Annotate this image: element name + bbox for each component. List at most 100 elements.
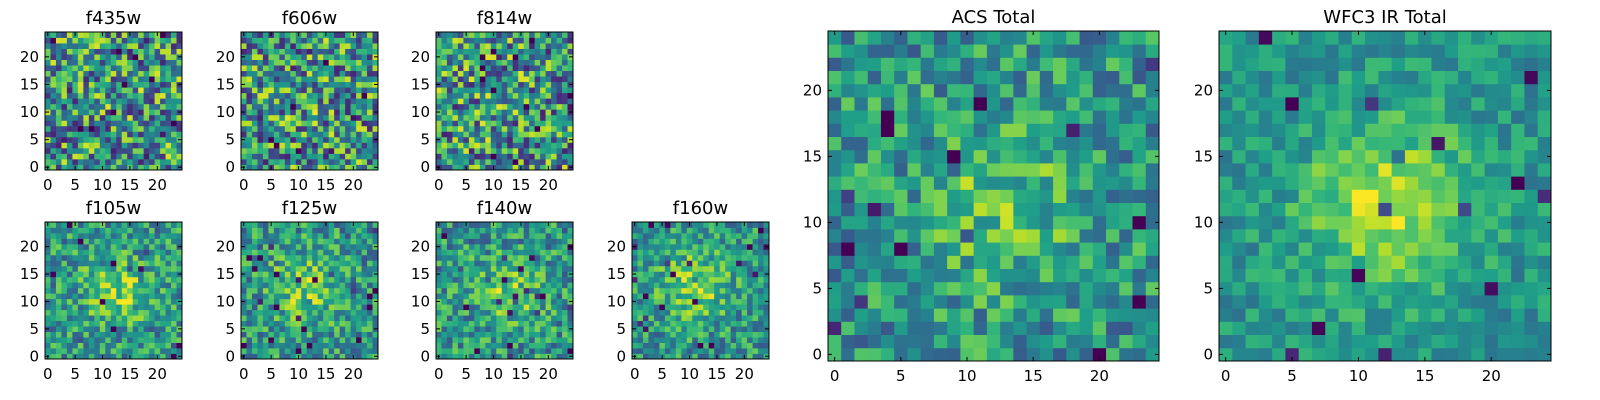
heatmap-cell: [88, 114, 95, 121]
heatmap-cell: [457, 249, 464, 256]
heatmap-cell: [659, 304, 666, 311]
heatmap-cell: [540, 249, 546, 256]
heatmap-cell: [268, 65, 275, 72]
heatmap-cell: [1106, 189, 1120, 203]
heatmap-cell: [648, 243, 655, 250]
heatmap-cell: [1145, 215, 1160, 230]
heatmap-cell: [160, 282, 166, 289]
heatmap-cell: [747, 337, 753, 343]
heatmap-cell: [143, 342, 150, 349]
heatmap-cell: [279, 59, 286, 66]
heatmap-cell: [534, 114, 541, 121]
heatmap-cell: [110, 337, 117, 343]
heatmap-cell: [703, 298, 710, 305]
heatmap-cell: [323, 304, 330, 311]
heatmap-cell: [268, 293, 275, 300]
heatmap-cell: [165, 48, 172, 55]
heatmap-cell: [132, 98, 139, 105]
heatmap-cell: [110, 342, 117, 349]
heatmap-cell: [485, 43, 492, 49]
heatmap-cell: [246, 120, 253, 127]
heatmap-cell: [730, 265, 737, 272]
heatmap-cell: [457, 125, 464, 132]
heatmap-cell: [637, 342, 644, 349]
heatmap-cell: [295, 243, 302, 250]
heatmap-cell: [523, 227, 530, 234]
heatmap-cell: [479, 331, 486, 338]
heatmap-cell: [176, 43, 183, 49]
heatmap-cell: [279, 348, 286, 354]
heatmap-cell: [741, 298, 748, 305]
heatmap-cell: [356, 153, 362, 160]
heatmap-cell: [697, 326, 704, 332]
heatmap-cell: [66, 147, 73, 154]
heatmap-cell: [273, 32, 280, 38]
heatmap-cell: [273, 142, 280, 149]
heatmap-cell: [45, 309, 51, 316]
heatmap-cell: [692, 287, 699, 294]
heatmap-cell: [88, 98, 95, 105]
heatmap-cell: [490, 92, 497, 99]
heatmap-cell: [132, 265, 139, 272]
heatmap-cell: [986, 347, 1001, 362]
heatmap-cell: [121, 81, 128, 88]
heatmap-cell: [523, 54, 530, 60]
heatmap-cell: [496, 304, 503, 311]
heatmap-cell: [345, 320, 351, 327]
heatmap-cell: [714, 326, 721, 332]
heatmap-cell: [339, 103, 346, 110]
heatmap-cell: [160, 232, 166, 239]
heatmap-cell: [273, 153, 280, 160]
heatmap-cell: [659, 337, 666, 343]
heatmap-cell: [246, 348, 253, 354]
heatmap-cell: [45, 48, 51, 55]
heatmap-cell: [496, 298, 503, 305]
heatmap-cell: [441, 331, 448, 338]
heatmap-cell: [273, 92, 280, 99]
heatmap-cell: [356, 222, 362, 228]
heatmap-cell: [697, 320, 704, 327]
heatmap-cell: [719, 304, 726, 311]
heatmap-cell: [279, 331, 286, 338]
heatmap-cell: [77, 348, 84, 354]
heatmap-cell: [463, 125, 470, 132]
heatmap-cell: [567, 114, 574, 121]
heatmap-cell: [436, 287, 442, 294]
heatmap-cell: [72, 293, 79, 300]
heatmap-cell: [105, 87, 112, 94]
heatmap-cell: [758, 249, 764, 256]
heatmap-cell: [960, 202, 975, 217]
heatmap-cell: [116, 254, 123, 261]
heatmap-cell: [372, 260, 379, 267]
heatmap-cell: [295, 98, 302, 105]
heatmap-cell: [512, 43, 519, 49]
heatmap-cell: [45, 65, 51, 72]
heatmap-cell: [88, 326, 95, 332]
heatmap-cell: [907, 347, 922, 362]
heatmap-cell: [474, 54, 481, 60]
heatmap-cell: [556, 125, 563, 132]
heatmap-cell: [328, 32, 335, 38]
heatmap-cell: [323, 320, 330, 327]
heatmap-cell: [894, 268, 908, 283]
heatmap-cell: [301, 276, 308, 283]
heatmap-cell: [725, 331, 732, 338]
heatmap-cell: [257, 158, 264, 165]
heatmap-cell: [540, 37, 546, 44]
heatmap-cell: [1000, 268, 1014, 283]
heatmap-cell: [50, 293, 57, 300]
panel-title: f435w: [86, 8, 141, 29]
heatmap-cell: [933, 347, 948, 362]
heatmap-cell: [973, 295, 988, 309]
heatmap-cell: [268, 131, 275, 138]
heatmap-cell: [328, 309, 335, 316]
heatmap-cell: [828, 268, 842, 283]
heatmap-cell: [1145, 176, 1160, 190]
heatmap-cell: [257, 87, 264, 94]
heatmap-cell: [110, 348, 117, 354]
heatmap-cell: [328, 147, 335, 154]
heatmap-cell: [61, 142, 68, 149]
heatmap-cell: [664, 249, 671, 256]
heatmap-cell: [457, 320, 464, 327]
heatmap-cell: [284, 120, 291, 127]
